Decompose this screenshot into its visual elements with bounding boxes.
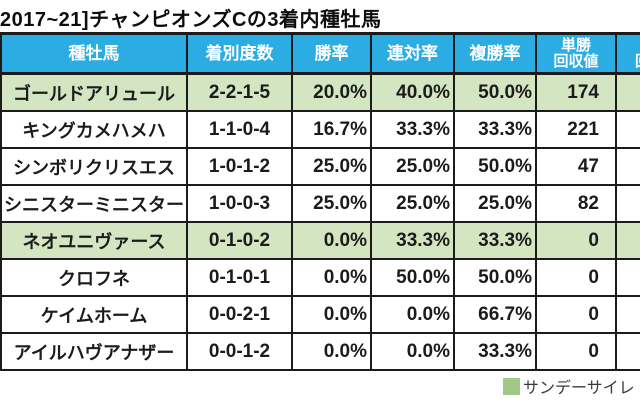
win-rate-cell: 20.0% bbox=[293, 75, 372, 112]
win-rate-cell: 25.0% bbox=[293, 186, 372, 223]
record-cell: 1-1-0-4 bbox=[188, 112, 293, 149]
sire-name-cell: シンボリクリスエス bbox=[2, 149, 188, 186]
show-rate-cell: 50.0% bbox=[455, 260, 537, 297]
table-row: キングカメハメハ 1-1-0-4 16.7% 33.3% 33.3% 221 bbox=[2, 112, 640, 149]
quinella-rate-cell: 0.0% bbox=[372, 297, 455, 334]
legend-label: サンデーサイレ bbox=[523, 380, 635, 397]
show-payback-cell bbox=[617, 223, 640, 260]
show-payback-cell bbox=[617, 186, 640, 223]
show-payback-cell bbox=[617, 260, 640, 297]
quinella-rate-cell: 33.3% bbox=[372, 112, 455, 149]
sire-stats-table: 種牡馬 着別度数 勝率 連対率 複勝率 単勝 回収値 複勝 回収値 ゴールドアリ… bbox=[0, 32, 640, 371]
quinella-rate-cell: 40.0% bbox=[372, 75, 455, 112]
legend: サンデーサイレ bbox=[503, 374, 635, 398]
show-payback-cell bbox=[617, 149, 640, 186]
record-cell: 0-0-1-2 bbox=[188, 334, 293, 371]
win-payback-cell: 0 bbox=[537, 223, 617, 260]
win-rate-cell: 0.0% bbox=[293, 260, 372, 297]
table-row: ゴールドアリュール 2-2-1-5 20.0% 40.0% 50.0% 174 bbox=[2, 75, 640, 112]
show-rate-cell: 25.0% bbox=[455, 186, 537, 223]
table-row: ネオユニヴァース 0-1-0-2 0.0% 33.3% 33.3% 0 bbox=[2, 223, 640, 260]
header-record: 着別度数 bbox=[188, 35, 293, 75]
sire-name-cell: ケイムホーム bbox=[2, 297, 188, 334]
table-row: アイルハヴアナザー 0-0-1-2 0.0% 0.0% 33.3% 0 bbox=[2, 334, 640, 371]
win-rate-cell: 0.0% bbox=[293, 223, 372, 260]
sire-name-cell: シニスターミニスター bbox=[2, 186, 188, 223]
header-show-rate: 複勝率 bbox=[455, 35, 537, 75]
sire-name-cell: クロフネ bbox=[2, 260, 188, 297]
table-row: シニスターミニスター 1-0-0-3 25.0% 25.0% 25.0% 82 bbox=[2, 186, 640, 223]
record-cell: 0-0-2-1 bbox=[188, 297, 293, 334]
header-sire: 種牡馬 bbox=[2, 35, 188, 75]
table-row: シンボリクリスエス 1-0-1-2 25.0% 25.0% 50.0% 47 bbox=[2, 149, 640, 186]
header-win-payback-line1: 単勝 bbox=[560, 36, 591, 54]
win-payback-cell: 0 bbox=[537, 334, 617, 371]
win-rate-cell: 25.0% bbox=[293, 149, 372, 186]
win-rate-cell: 16.7% bbox=[293, 112, 372, 149]
show-rate-cell: 33.3% bbox=[455, 112, 537, 149]
record-cell: 0-1-0-1 bbox=[188, 260, 293, 297]
record-cell: 2-2-1-5 bbox=[188, 75, 293, 112]
win-payback-cell: 0 bbox=[537, 260, 617, 297]
quinella-rate-cell: 25.0% bbox=[372, 186, 455, 223]
record-cell: 1-0-0-3 bbox=[188, 186, 293, 223]
show-payback-cell bbox=[617, 297, 640, 334]
quinella-rate-cell: 33.3% bbox=[372, 223, 455, 260]
show-rate-cell: 33.3% bbox=[455, 334, 537, 371]
header-win-rate: 勝率 bbox=[293, 35, 372, 75]
show-payback-cell bbox=[617, 112, 640, 149]
header-win-payback-line2: 回収値 bbox=[553, 52, 599, 70]
legend-swatch-sunday-silence-line bbox=[503, 377, 520, 395]
show-rate-cell: 66.7% bbox=[455, 297, 537, 334]
table-row: クロフネ 0-1-0-1 0.0% 50.0% 50.0% 0 bbox=[2, 260, 640, 297]
show-rate-cell: 50.0% bbox=[455, 75, 537, 112]
header-win-payback: 単勝 回収値 bbox=[537, 35, 617, 75]
sire-name-cell: ネオユニヴァース bbox=[2, 223, 188, 260]
header-show-payback: 複勝 回収値 bbox=[617, 35, 640, 75]
win-payback-cell: 82 bbox=[537, 186, 617, 223]
sire-name-cell: ゴールドアリュール bbox=[2, 75, 188, 112]
record-cell: 0-1-0-2 bbox=[188, 223, 293, 260]
show-rate-cell: 33.3% bbox=[455, 223, 537, 260]
show-rate-cell: 50.0% bbox=[455, 149, 537, 186]
win-rate-cell: 0.0% bbox=[293, 297, 372, 334]
quinella-rate-cell: 0.0% bbox=[372, 334, 455, 371]
quinella-rate-cell: 50.0% bbox=[372, 260, 455, 297]
header-show-payback-line2: 回収値 bbox=[635, 53, 640, 70]
win-rate-cell: 0.0% bbox=[293, 334, 372, 371]
win-payback-cell: 47 bbox=[537, 149, 617, 186]
win-payback-cell: 0 bbox=[537, 297, 617, 334]
sire-name-cell: キングカメハメハ bbox=[2, 112, 188, 149]
show-payback-cell bbox=[617, 334, 640, 371]
page-title: 2017~21]チャンピオンズCの3着内種牡馬 bbox=[0, 9, 382, 31]
win-payback-cell: 221 bbox=[537, 112, 617, 149]
header-quinella-rate: 連対率 bbox=[372, 35, 455, 75]
table-row: ケイムホーム 0-0-2-1 0.0% 0.0% 66.7% 0 bbox=[2, 297, 640, 334]
record-cell: 1-0-1-2 bbox=[188, 149, 293, 186]
sire-name-cell: アイルハヴアナザー bbox=[2, 334, 188, 371]
show-payback-cell bbox=[617, 75, 640, 112]
quinella-rate-cell: 25.0% bbox=[372, 149, 455, 186]
table-header-row: 種牡馬 着別度数 勝率 連対率 複勝率 単勝 回収値 複勝 回収値 bbox=[2, 35, 640, 75]
win-payback-cell: 174 bbox=[537, 75, 617, 112]
